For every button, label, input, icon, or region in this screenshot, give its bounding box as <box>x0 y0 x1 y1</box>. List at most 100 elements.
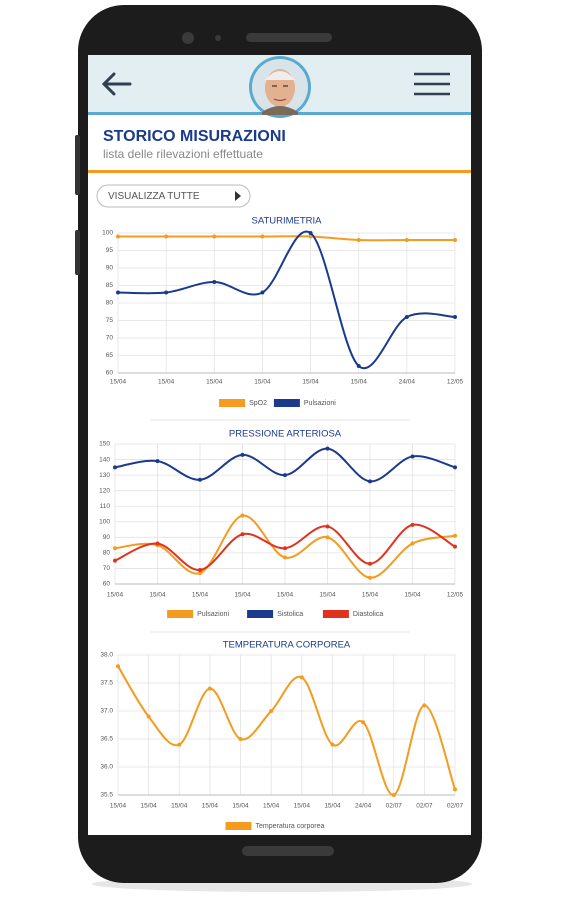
data-point <box>113 558 117 563</box>
data-point <box>155 459 160 464</box>
data-point <box>356 238 361 242</box>
data-point <box>368 561 372 566</box>
x-tick-label: 12/05 <box>447 379 464 386</box>
x-tick-label: 15/04 <box>324 803 341 810</box>
data-point <box>299 675 304 680</box>
x-tick-label: 15/04 <box>110 803 127 810</box>
data-point <box>453 787 457 792</box>
x-tick-label: 02/07 <box>386 803 403 810</box>
series-line <box>118 235 455 242</box>
data-point <box>113 465 117 470</box>
side-button <box>75 230 80 275</box>
legend-label: Pulsazioni <box>304 400 336 407</box>
x-tick-label: 15/04 <box>302 379 319 386</box>
x-tick-label: 15/04 <box>206 379 223 386</box>
legend-label: Pulsazioni <box>197 611 229 618</box>
y-tick-label: 100 <box>102 230 113 237</box>
show-all-button[interactable]: VISUALIZZA TUTTE <box>96 184 251 208</box>
data-point <box>453 238 457 242</box>
data-point <box>260 234 265 239</box>
y-tick-label: 60 <box>106 370 114 377</box>
x-tick-label: 15/04 <box>263 803 280 810</box>
home-bar <box>242 846 334 856</box>
x-tick-label: 15/04 <box>202 803 219 810</box>
side-button <box>75 135 80 195</box>
data-point <box>356 364 361 368</box>
data-point <box>198 571 202 576</box>
camera <box>182 32 194 44</box>
y-tick-label: 36.0 <box>100 764 113 771</box>
page-title: STORICO MISURAZIONI <box>103 128 286 145</box>
legend-label: Temperatura corporea <box>256 823 325 830</box>
speaker <box>246 33 332 42</box>
y-tick-label: 75 <box>106 317 114 324</box>
data-point <box>240 532 245 537</box>
x-tick-label: 15/04 <box>110 379 127 386</box>
data-point <box>391 793 396 797</box>
chart-title: TEMPERATURA CORPOREA <box>223 640 351 651</box>
data-point <box>453 533 457 538</box>
data-point <box>453 465 457 470</box>
avatar[interactable] <box>249 56 311 118</box>
menu-button[interactable] <box>414 72 450 96</box>
title-rule <box>88 170 471 173</box>
data-point <box>325 524 330 529</box>
y-tick-label: 80 <box>103 550 111 557</box>
data-point <box>410 454 415 459</box>
y-tick-label: 90 <box>106 265 114 272</box>
data-point <box>212 280 217 284</box>
data-point <box>212 234 217 239</box>
page-subtitle: lista delle rilevazioni effettuate <box>103 147 263 161</box>
legend-swatch <box>273 399 300 407</box>
x-tick-label: 02/07 <box>447 803 464 810</box>
x-tick-label: 15/04 <box>404 592 421 599</box>
x-tick-label: 15/04 <box>140 803 157 810</box>
legend-swatch <box>225 822 252 830</box>
data-point <box>198 568 202 572</box>
x-tick-label: 15/04 <box>277 592 294 599</box>
data-point <box>453 544 457 549</box>
legend-swatch <box>167 610 194 618</box>
data-point <box>146 714 151 719</box>
data-point <box>164 290 169 295</box>
y-tick-label: 37.0 <box>100 708 113 715</box>
x-tick-label: 15/04 <box>234 592 251 599</box>
x-tick-label: 24/04 <box>399 379 416 386</box>
legend-swatch <box>247 610 274 618</box>
x-tick-label: 15/04 <box>192 592 209 599</box>
y-tick-label: 130 <box>99 472 110 479</box>
data-point <box>116 290 120 295</box>
data-point <box>155 541 160 546</box>
data-point <box>240 452 245 457</box>
y-tick-label: 60 <box>103 581 111 588</box>
y-tick-label: 65 <box>106 352 114 359</box>
data-point <box>410 522 415 527</box>
data-point <box>198 477 202 482</box>
data-point <box>283 473 287 478</box>
data-point <box>325 535 330 540</box>
y-tick-label: 80 <box>106 300 114 307</box>
data-point <box>116 664 120 669</box>
x-tick-label: 02/07 <box>416 803 433 810</box>
y-tick-label: 38.0 <box>100 652 113 659</box>
data-point <box>330 742 335 747</box>
legend-label: Diastolica <box>353 611 383 618</box>
x-tick-label: 15/04 <box>254 379 271 386</box>
y-tick-label: 140 <box>99 456 110 463</box>
x-tick-label: 15/04 <box>158 379 175 386</box>
x-tick-label: 15/04 <box>107 592 124 599</box>
y-tick-label: 120 <box>99 487 110 494</box>
data-point <box>361 720 366 725</box>
data-point <box>453 315 457 319</box>
y-tick-label: 37.5 <box>100 680 113 687</box>
y-tick-label: 70 <box>106 335 114 342</box>
chart-title: PRESSIONE ARTERIOSA <box>229 429 342 440</box>
data-point <box>422 703 427 708</box>
legend-label: Sistolica <box>277 611 303 618</box>
data-point <box>113 546 117 551</box>
back-button[interactable] <box>101 72 132 96</box>
data-point <box>325 446 330 451</box>
y-tick-label: 90 <box>103 534 111 541</box>
y-tick-label: 36.5 <box>100 736 113 743</box>
